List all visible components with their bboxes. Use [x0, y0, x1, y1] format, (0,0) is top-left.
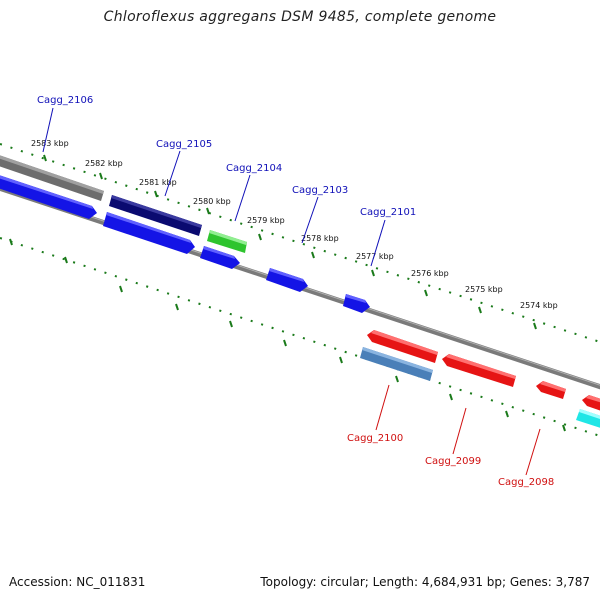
scale-label-2574: 2574 kbp	[520, 301, 558, 310]
gene-cagg-2101[interactable]	[343, 294, 370, 313]
label-cagg-2098: Cagg_2098	[498, 477, 554, 488]
scale-label-2582: 2582 kbp	[85, 159, 123, 168]
map-title: Chloroflexus aggregans DSM 9485, complet…	[103, 9, 497, 25]
bottom-leader-lines	[375, 384, 541, 476]
scale-label-2583: 2583 kbp	[31, 139, 69, 148]
upper-tick-ring	[0, 143, 600, 343]
gene-cagg-2103[interactable]	[266, 268, 308, 292]
reverse-genes	[360, 330, 600, 428]
scale-label-2575: 2575 kbp	[465, 285, 503, 294]
top-leader-lines	[42, 107, 386, 267]
scale-label-2576: 2576 kbp	[411, 269, 449, 278]
bottom-gene-labels: Cagg_2100 Cagg_2099 Cagg_2098	[347, 433, 554, 488]
scale-labels: 2583 kbp 2582 kbp 2581 kbp 2580 kbp 2579…	[31, 139, 558, 310]
accession-label: Accession: NC_011831	[9, 575, 146, 589]
scale-label-2581: 2581 kbp	[139, 178, 177, 187]
topology-label: Topology: circular; Length: 4,684,931 bp…	[260, 575, 590, 589]
label-cagg-2100: Cagg_2100	[347, 433, 403, 444]
scale-label-2580: 2580 kbp	[193, 197, 231, 206]
forward-genes	[0, 155, 370, 313]
label-cagg-2103: Cagg_2103	[292, 185, 348, 196]
scale-label-2579: 2579 kbp	[247, 216, 285, 225]
gene-cagg-2099[interactable]	[442, 354, 516, 387]
label-cagg-2101: Cagg_2101	[360, 207, 416, 218]
scale-label-2577: 2577 kbp	[356, 252, 394, 261]
upper-major-ticks	[43, 154, 537, 330]
scale-label-2578: 2578 kbp	[301, 234, 339, 243]
lower-tick-ring	[0, 237, 600, 437]
gene-cagg-2100-red[interactable]	[367, 330, 438, 363]
gene-blue-2[interactable]	[103, 212, 195, 254]
gene-cagg-2098[interactable]	[536, 381, 566, 399]
label-cagg-2104: Cagg_2104	[226, 163, 282, 174]
top-gene-labels: Cagg_2106 Cagg_2105 Cagg_2104 Cagg_2103 …	[37, 95, 416, 218]
gene-blue-3[interactable]	[200, 246, 240, 269]
label-cagg-2099: Cagg_2099	[425, 456, 481, 467]
gene-cagg-2100[interactable]	[360, 347, 433, 381]
label-cagg-2106: Cagg_2106	[37, 95, 93, 106]
gene-cagg-2105[interactable]	[109, 195, 202, 236]
lower-major-ticks	[9, 238, 566, 432]
gene-cagg-2104[interactable]	[207, 230, 247, 253]
label-cagg-2105: Cagg_2105	[156, 139, 212, 150]
